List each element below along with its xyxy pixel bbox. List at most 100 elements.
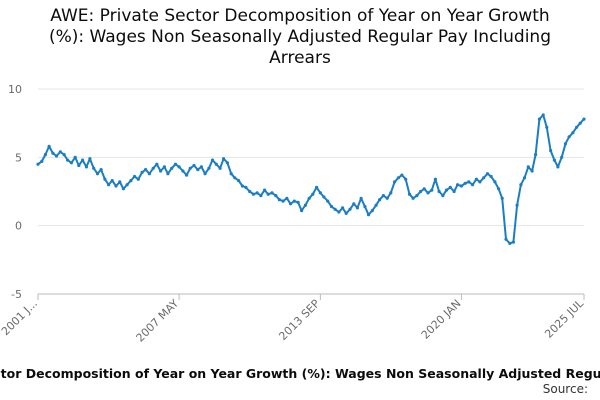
data-point [489, 174, 493, 179]
data-point [322, 195, 326, 199]
data-point [326, 199, 330, 203]
data-point [415, 194, 419, 198]
data-point [77, 163, 81, 168]
data-point [329, 204, 334, 209]
data-point [62, 153, 66, 157]
data-point [396, 176, 400, 180]
chart-title-line-2: (%): Wages Non Seasonally Adjusted Regul… [48, 27, 551, 47]
data-point [393, 180, 397, 184]
data-point [404, 177, 408, 181]
y-tick-label: 10 [8, 83, 22, 96]
data-point [54, 154, 59, 158]
data-point [210, 158, 215, 162]
data-point [515, 203, 519, 207]
data-point [485, 172, 490, 176]
data-point [352, 202, 356, 206]
data-point [582, 117, 586, 121]
data-point [166, 172, 170, 176]
data-point [177, 165, 181, 169]
chart-title-line-3: Arrears [269, 48, 331, 68]
data-point [99, 168, 103, 172]
data-point [118, 180, 122, 184]
data-point [140, 170, 144, 174]
data-point [497, 187, 501, 191]
data-point [229, 172, 233, 176]
data-point [333, 207, 337, 211]
data-point [419, 189, 423, 194]
data-point [40, 159, 44, 163]
data-point [255, 191, 259, 195]
data-point [348, 207, 352, 211]
data-point [511, 240, 515, 244]
data-point [259, 194, 263, 198]
data-point [237, 179, 241, 183]
data-point [214, 162, 218, 166]
data-point [448, 185, 452, 189]
data-point [318, 191, 322, 195]
data-point [248, 189, 252, 194]
data-point [240, 184, 244, 188]
data-point [526, 165, 530, 169]
data-point [374, 203, 378, 207]
data-point [567, 135, 571, 139]
x-tick-label: 2020 JAN [419, 297, 464, 342]
data-point [81, 158, 85, 162]
y-tick-label: 0 [15, 220, 22, 233]
data-point [452, 189, 456, 194]
data-point [147, 172, 151, 176]
data-point [251, 192, 256, 196]
data-point [192, 163, 196, 168]
data-point [285, 196, 289, 200]
data-point [170, 166, 174, 170]
data-point [407, 192, 412, 196]
data-point [422, 187, 426, 191]
data-point [84, 165, 88, 169]
data-point [378, 198, 382, 202]
series-line [37, 114, 585, 245]
axis-layer: -5 0 5 10 2001 J... 2007 MAY 2013 SEP 2020 JAN 2… [0, 83, 587, 345]
series-layer [36, 113, 586, 245]
data-point [155, 162, 159, 166]
data-point [337, 210, 341, 214]
data-point [185, 173, 189, 177]
data-point [478, 180, 482, 184]
data-point [107, 183, 111, 187]
data-point [203, 172, 207, 176]
data-point [571, 131, 575, 135]
source-label: Source: [542, 382, 588, 396]
data-point [359, 196, 363, 200]
data-point [132, 174, 137, 179]
x-tick-label: 2001 J... [0, 297, 40, 338]
data-point [288, 202, 293, 206]
data-point [188, 166, 192, 170]
data-point [441, 194, 445, 198]
data-point [36, 162, 40, 166]
data-point [556, 165, 560, 169]
data-point [575, 125, 579, 129]
data-point [508, 241, 512, 245]
data-point [366, 213, 371, 217]
data-point [530, 169, 534, 173]
data-point [400, 173, 404, 177]
data-point [560, 155, 564, 159]
data-point [199, 165, 203, 169]
grid-layer [38, 88, 584, 295]
data-point [292, 199, 296, 203]
data-point [196, 168, 200, 172]
data-point [563, 142, 568, 146]
data-point [300, 209, 304, 213]
data-point [270, 191, 274, 195]
y-tick-label: 5 [15, 151, 22, 164]
chart-title: AWE: Private Sector Decomposition of Yea… [0, 6, 600, 69]
data-point [493, 180, 497, 184]
data-point [482, 176, 486, 180]
data-point [444, 188, 449, 192]
data-point [159, 169, 163, 173]
data-point [549, 148, 553, 153]
data-point [519, 183, 523, 187]
data-point [218, 166, 222, 170]
data-point [225, 161, 229, 165]
data-point [151, 166, 155, 170]
data-point [58, 150, 62, 154]
x-tick-label: 2007 MAY [134, 297, 182, 345]
